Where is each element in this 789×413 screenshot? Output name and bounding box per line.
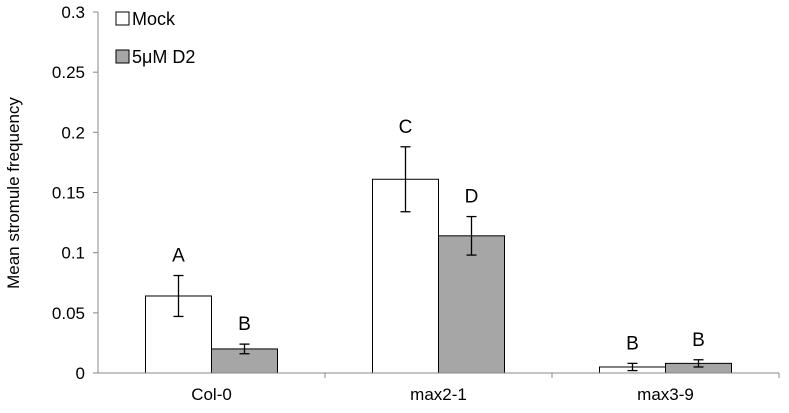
bar-treatment (438, 235, 505, 374)
y-tick-label: 0.1 (61, 244, 85, 263)
y-tick-label: 0.05 (52, 304, 85, 323)
legend-swatch (115, 11, 130, 26)
significance-letter: B (626, 333, 639, 354)
significance-letter: A (172, 246, 185, 267)
legend-swatch (115, 49, 130, 64)
x-category-label: max3-9 (637, 385, 694, 404)
x-category-label: max2-1 (410, 385, 467, 404)
legend-label: Mock (132, 9, 176, 29)
x-axis-categories: Col-0 max2-1 max3-9 (191, 373, 780, 404)
error-bars (173, 146, 704, 372)
x-category-label: Col-0 (191, 385, 232, 404)
y-tick-label: 0.25 (52, 63, 85, 82)
significance-letter: B (692, 330, 705, 351)
significance-letter: B (238, 314, 251, 335)
y-axis-title: Mean stromule frequency (4, 97, 23, 289)
bars (145, 178, 732, 374)
significance-letter: D (465, 187, 479, 208)
significance-labels: A B C D B B (172, 117, 705, 355)
y-axis-ticks: 0 0.05 0.1 0.15 0.2 0.25 0.3 (52, 3, 98, 383)
legend-label: 5μM D2 (132, 47, 195, 67)
y-tick-label: 0 (76, 364, 85, 383)
y-tick-label: 0.2 (61, 123, 85, 142)
significance-letter: C (399, 117, 413, 138)
legend: Mock 5μM D2 (115, 9, 195, 67)
y-tick-label: 0.15 (52, 184, 85, 203)
y-tick-label: 0.3 (61, 3, 85, 22)
